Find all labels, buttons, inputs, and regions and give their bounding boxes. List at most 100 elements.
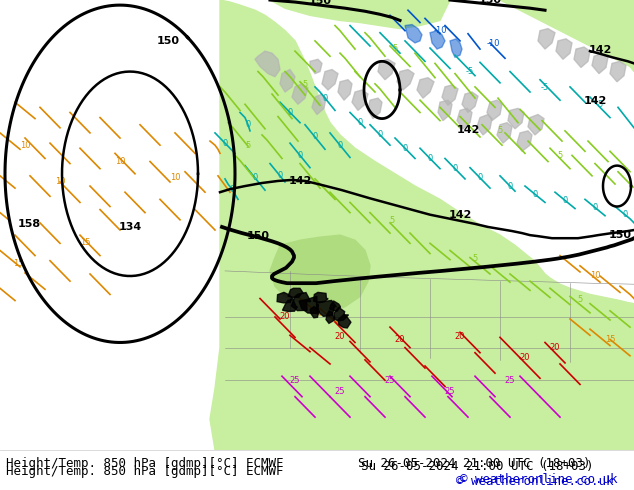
Text: 134: 134 xyxy=(119,222,141,232)
Polygon shape xyxy=(457,108,472,129)
Polygon shape xyxy=(487,100,502,121)
Text: 5: 5 xyxy=(389,216,394,225)
Text: 0: 0 xyxy=(562,196,567,205)
Text: 5: 5 xyxy=(302,80,307,89)
Polygon shape xyxy=(517,131,532,151)
Text: © weatheronline.co.uk: © weatheronline.co.uk xyxy=(456,475,614,488)
Text: 142: 142 xyxy=(583,96,607,106)
Text: Height/Temp. 850 hPa [gdmp][°C] ECMWF: Height/Temp. 850 hPa [gdmp][°C] ECMWF xyxy=(6,465,284,478)
Text: 25: 25 xyxy=(335,387,346,395)
Polygon shape xyxy=(322,308,339,325)
Text: 20: 20 xyxy=(550,343,560,352)
Text: 150: 150 xyxy=(309,0,332,6)
Text: 20: 20 xyxy=(395,336,405,344)
Polygon shape xyxy=(338,80,352,100)
Text: 0: 0 xyxy=(223,139,228,147)
Text: 150: 150 xyxy=(609,230,631,240)
Polygon shape xyxy=(352,90,368,110)
Text: 0: 0 xyxy=(252,173,257,182)
Text: 0: 0 xyxy=(287,108,293,117)
Polygon shape xyxy=(378,59,395,80)
Text: 0: 0 xyxy=(297,151,302,160)
Text: 5: 5 xyxy=(392,44,398,53)
Polygon shape xyxy=(574,47,590,68)
Text: 25: 25 xyxy=(385,376,395,385)
Text: 142: 142 xyxy=(588,45,612,55)
Polygon shape xyxy=(290,287,303,302)
Polygon shape xyxy=(500,0,634,72)
Text: 10: 10 xyxy=(55,177,65,186)
Text: 25: 25 xyxy=(505,376,515,385)
Text: 0: 0 xyxy=(358,118,363,127)
Polygon shape xyxy=(462,92,478,113)
Text: 10: 10 xyxy=(115,157,126,166)
Polygon shape xyxy=(556,39,572,59)
Polygon shape xyxy=(397,70,414,90)
Polygon shape xyxy=(592,53,608,74)
Text: 158: 158 xyxy=(18,219,41,229)
Text: 10: 10 xyxy=(590,271,600,280)
Text: 10: 10 xyxy=(20,141,30,150)
Polygon shape xyxy=(368,98,382,119)
Polygon shape xyxy=(294,296,306,308)
Text: 15: 15 xyxy=(13,259,23,268)
Text: 0: 0 xyxy=(533,190,538,199)
Text: 20: 20 xyxy=(335,332,346,342)
Polygon shape xyxy=(255,51,280,76)
Text: 150: 150 xyxy=(479,0,501,5)
Polygon shape xyxy=(310,59,322,74)
Polygon shape xyxy=(292,84,308,104)
Text: 0: 0 xyxy=(507,182,513,191)
Polygon shape xyxy=(317,300,333,312)
Polygon shape xyxy=(311,290,331,305)
Text: 0: 0 xyxy=(278,172,283,180)
Text: 0: 0 xyxy=(453,164,458,173)
Text: 0: 0 xyxy=(403,144,408,153)
Text: 0: 0 xyxy=(313,132,318,142)
Polygon shape xyxy=(442,85,458,105)
Text: 150: 150 xyxy=(157,36,179,46)
Polygon shape xyxy=(450,39,462,57)
Polygon shape xyxy=(528,115,544,135)
Text: 0: 0 xyxy=(427,154,432,163)
Text: 5: 5 xyxy=(557,151,562,160)
Polygon shape xyxy=(308,305,321,320)
Text: 5: 5 xyxy=(578,294,583,304)
Polygon shape xyxy=(477,115,492,135)
Text: 142: 142 xyxy=(288,176,312,186)
Polygon shape xyxy=(270,0,450,28)
Polygon shape xyxy=(270,235,370,312)
Text: 20: 20 xyxy=(280,312,290,321)
Text: 0: 0 xyxy=(337,141,342,149)
Polygon shape xyxy=(420,250,510,286)
Polygon shape xyxy=(508,108,524,129)
Text: 0: 0 xyxy=(322,94,328,102)
Text: Height/Temp. 850 hPa [gdmp][°C] ECMWF: Height/Temp. 850 hPa [gdmp][°C] ECMWF xyxy=(6,457,284,470)
Polygon shape xyxy=(334,310,353,330)
Polygon shape xyxy=(329,301,343,315)
Polygon shape xyxy=(281,295,300,314)
Polygon shape xyxy=(322,70,338,90)
Text: 5: 5 xyxy=(245,141,250,150)
Polygon shape xyxy=(312,94,326,115)
Polygon shape xyxy=(417,78,434,98)
Text: -10: -10 xyxy=(433,25,447,35)
Text: 0: 0 xyxy=(477,173,482,182)
Text: 0: 0 xyxy=(245,120,250,129)
Polygon shape xyxy=(304,297,318,309)
Text: 0: 0 xyxy=(592,203,598,212)
Polygon shape xyxy=(280,70,295,92)
Text: -10: -10 xyxy=(486,39,500,48)
Polygon shape xyxy=(279,291,292,304)
Text: 10: 10 xyxy=(170,173,180,182)
Text: 15: 15 xyxy=(80,238,90,247)
Polygon shape xyxy=(335,309,345,320)
Text: -5: -5 xyxy=(596,100,604,109)
Polygon shape xyxy=(405,24,422,43)
Polygon shape xyxy=(210,0,634,450)
Text: 20: 20 xyxy=(455,332,465,342)
Text: -5: -5 xyxy=(466,67,474,75)
Text: 20: 20 xyxy=(520,353,530,362)
Polygon shape xyxy=(497,122,512,143)
Polygon shape xyxy=(430,31,445,49)
